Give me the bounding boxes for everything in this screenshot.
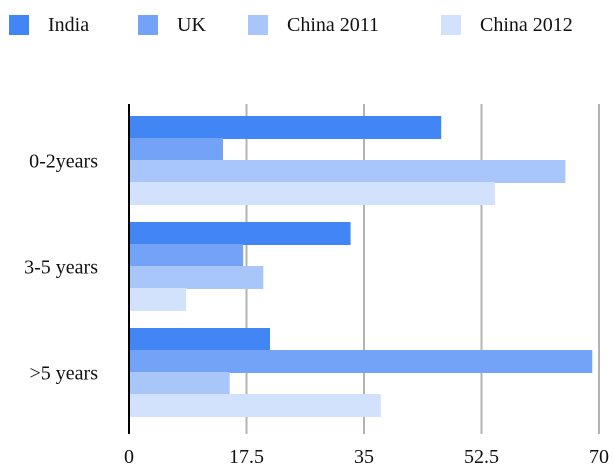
bar [129,138,223,161]
bar [129,394,381,417]
x-tick-label: 0 [124,446,134,468]
legend-swatch [441,15,461,35]
gridlines [245,104,600,434]
legend-swatch [9,15,29,35]
legend-label: UK [177,14,206,36]
legend-label: China 2011 [287,14,379,36]
category-labels: 0-2years 3-5 years >5 years [24,151,98,385]
legend-swatch [138,15,158,35]
bar [129,244,244,267]
x-tick-label: 52.5 [464,446,499,468]
x-tick-label: 35 [354,446,374,468]
bar [129,182,495,205]
bar [129,372,230,395]
legend-label: India [48,14,89,36]
bar [129,328,270,351]
legend-swatch [248,15,268,35]
bars [129,116,593,417]
bar [129,266,264,289]
legend-label: China 2012 [480,14,573,36]
x-tick-label: 17.5 [229,446,264,468]
x-tick-labels: 0 17.5 35 52.5 70 [124,446,609,468]
category-label: >5 years [30,363,99,385]
bar [129,350,593,373]
category-label: 0-2years [29,151,98,173]
bar [129,116,442,139]
x-tick-label: 70 [589,446,609,468]
bar [129,288,187,311]
category-label: 3-5 years [24,257,98,279]
legend: India UK China 2011 China 2012 [9,14,573,36]
bar [129,160,566,183]
bar [129,222,351,245]
